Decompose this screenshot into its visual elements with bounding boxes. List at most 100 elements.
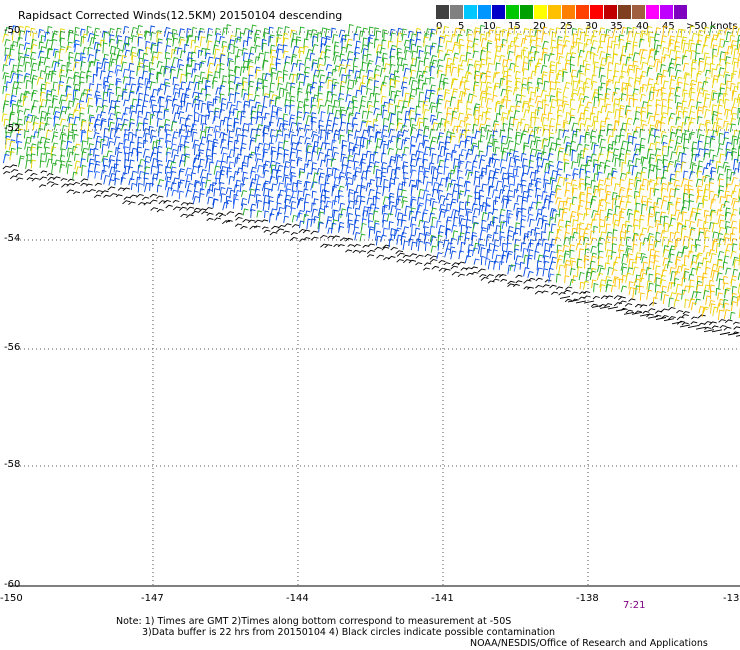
wind-barb [107, 118, 114, 128]
wind-barb [479, 81, 486, 91]
wind-barb [365, 150, 372, 158]
wind-barb [529, 56, 536, 67]
wind-barb [2, 33, 9, 43]
wind-barb [108, 179, 115, 186]
wind-barb [373, 100, 380, 109]
wind-barb [268, 121, 274, 132]
wind-barb [571, 75, 577, 86]
wind-barb [687, 132, 694, 144]
wind-barb [444, 248, 452, 258]
wind-barb [354, 51, 361, 62]
wind-barb [10, 72, 18, 83]
wind-barb [200, 114, 207, 125]
wind-barb [507, 264, 514, 275]
wind-barb [375, 185, 383, 194]
wind-barb [255, 69, 261, 79]
wind-barb [416, 45, 422, 54]
wind-barb [185, 65, 192, 77]
wind-barb [386, 165, 393, 174]
wind-barb [610, 284, 617, 293]
wind-barb [542, 284, 550, 288]
wind-barb [282, 37, 289, 47]
wind-barb [730, 44, 738, 55]
wind-barb [443, 262, 451, 266]
wind-barb [26, 177, 34, 181]
wind-barb [271, 150, 277, 161]
wind-barb [541, 215, 548, 224]
wind-barb [659, 215, 666, 224]
wind-barb [716, 165, 723, 174]
wind-barb [311, 59, 318, 68]
wind-barb [547, 136, 555, 146]
wind-barb [402, 76, 409, 85]
wind-barb [61, 124, 68, 133]
wind-barb [159, 96, 165, 108]
wind-barb [264, 210, 270, 218]
wind-barb [724, 62, 731, 71]
wind-barb [449, 201, 456, 210]
wind-barb [142, 100, 149, 108]
wind-barb [673, 277, 680, 287]
wind-barb [640, 32, 647, 43]
wind-barb [536, 152, 543, 161]
wind-barb [583, 109, 589, 120]
wind-barb [403, 177, 410, 187]
wind-barb [688, 237, 694, 248]
wind-barb [281, 127, 288, 137]
wind-barb [479, 24, 486, 35]
wind-barb [638, 188, 645, 197]
wind-barb [313, 69, 320, 78]
wind-barb [43, 122, 50, 131]
wind-barb [327, 112, 334, 122]
wind-barb [354, 207, 361, 216]
wind-barb [464, 237, 470, 245]
wind-barb [704, 266, 711, 275]
wind-barb [457, 176, 464, 187]
wind-barb [722, 71, 730, 78]
wind-barb [640, 195, 647, 203]
wind-barb [493, 260, 499, 270]
wind-barb [515, 222, 521, 230]
wind-barb [60, 140, 66, 151]
wind-barb [303, 98, 310, 108]
wind-barb [128, 91, 135, 101]
wind-barb [675, 201, 681, 210]
wind-barb [529, 201, 537, 211]
wind-barb [124, 49, 131, 59]
wind-barb [131, 55, 137, 65]
wind-barb [128, 159, 135, 170]
wind-barb [86, 75, 92, 83]
wind-barb [256, 82, 262, 91]
wind-barb [716, 265, 724, 276]
wind-barb [276, 117, 284, 127]
wind-barb [270, 67, 276, 77]
wind-barb [535, 277, 543, 282]
wind-barb [389, 155, 396, 164]
wind-barb [452, 56, 459, 66]
colorbar-segment [632, 5, 645, 19]
wind-barb [635, 256, 642, 264]
wind-barb [696, 116, 703, 125]
wind-barb [149, 113, 156, 126]
wind-barb [485, 57, 492, 66]
wind-barb [429, 259, 438, 263]
wind-barb [214, 110, 220, 121]
wind-barb [375, 56, 382, 65]
wind-barb [727, 332, 739, 336]
wind-barb [430, 166, 437, 175]
wind-barb [312, 180, 318, 188]
wind-barb [256, 164, 264, 173]
wind-barb [361, 27, 368, 37]
wind-barb [250, 209, 256, 218]
wind-barb [450, 66, 458, 77]
wind-barb [423, 170, 430, 179]
wind-barb [555, 197, 562, 205]
wind-barb [438, 141, 445, 151]
wind-barb [453, 165, 460, 175]
wind-barb [621, 274, 628, 284]
wind-barb [87, 105, 94, 115]
wind-barb [72, 171, 78, 180]
wind-barb [150, 207, 158, 211]
wind-barb [117, 49, 124, 59]
wind-barb [311, 133, 319, 143]
